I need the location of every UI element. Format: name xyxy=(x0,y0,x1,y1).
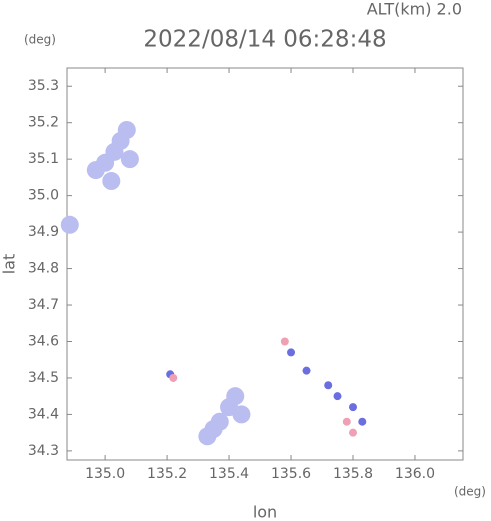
echo-point xyxy=(302,366,311,375)
x-tick-label: 136.0 xyxy=(395,466,435,482)
x-tick-label: 135.2 xyxy=(147,466,187,482)
echo-point xyxy=(117,120,136,139)
y-tick-label: 35.1 xyxy=(28,151,59,167)
echo-point xyxy=(204,420,223,439)
echo-point xyxy=(226,387,245,406)
y-tick-label: 34.8 xyxy=(28,261,59,277)
echo-point xyxy=(120,150,139,169)
echo-point xyxy=(358,417,367,426)
x-tick-label: 135.0 xyxy=(85,466,125,482)
y-tick-label: 34.3 xyxy=(28,443,59,459)
x-axis-label: lon xyxy=(253,503,277,521)
y-tick-label: 34.6 xyxy=(28,333,59,349)
y-tick-label: 34.4 xyxy=(28,406,59,422)
y-axis-label: lat xyxy=(0,254,19,275)
echo-point xyxy=(342,417,351,426)
echo-point xyxy=(102,172,121,191)
plot-frame xyxy=(66,67,464,461)
x-tick-label: 135.8 xyxy=(333,466,373,482)
y-unit: (deg) xyxy=(24,33,56,47)
echo-point xyxy=(60,215,79,234)
echo-point xyxy=(333,392,342,401)
echo-point xyxy=(349,428,357,437)
chart-subtitle: ALT(km) 2.0 xyxy=(367,0,462,19)
y-tick-label: 35.2 xyxy=(28,115,59,131)
y-tick-label: 35.0 xyxy=(28,188,59,204)
echo-point xyxy=(324,381,333,390)
echo-point xyxy=(280,337,289,346)
y-tick-label: 35.3 xyxy=(28,78,59,94)
chart-title: 2022/08/14 06:28:48 xyxy=(143,27,386,53)
echo-point xyxy=(169,373,178,382)
x-tick-label: 135.6 xyxy=(271,466,311,482)
echo-point xyxy=(287,348,296,357)
y-tick-label: 34.7 xyxy=(28,297,59,313)
echo-point xyxy=(349,403,357,412)
x-unit: (deg) xyxy=(454,485,486,499)
echo-point xyxy=(232,405,251,424)
x-tick-label: 135.4 xyxy=(209,466,249,482)
y-tick-label: 34.5 xyxy=(28,370,59,386)
y-tick-label: 34.9 xyxy=(28,224,59,240)
